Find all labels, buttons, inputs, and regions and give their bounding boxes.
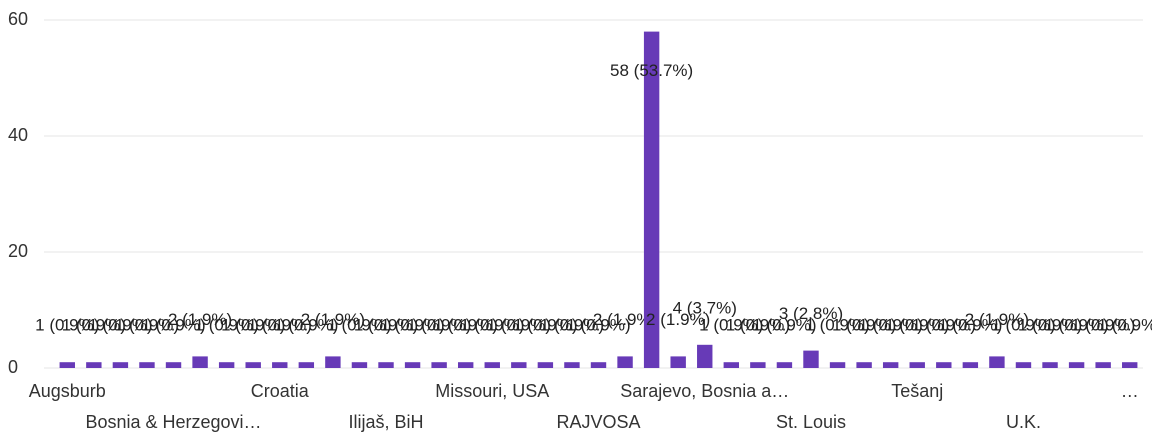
value-label: 1 (0.9%) <box>487 316 551 335</box>
bar <box>59 362 75 368</box>
bar <box>1095 362 1111 368</box>
bar <box>404 362 421 368</box>
bar <box>325 356 341 368</box>
value-label: 2 (1.9%) <box>593 310 657 329</box>
bar <box>856 362 872 368</box>
bar <box>882 362 899 368</box>
value-label: 1 (0.9%) <box>938 316 1002 335</box>
value-label: 1 (0.9%) <box>832 316 896 335</box>
bar <box>218 362 235 368</box>
y-tick-label: 0 <box>8 357 18 377</box>
bar <box>86 362 102 368</box>
bar <box>776 362 793 368</box>
bar <box>909 362 925 368</box>
bar <box>378 362 394 368</box>
bar <box>431 362 447 368</box>
value-label: 1 (0.9%) <box>912 316 976 335</box>
x-tick-label: Bosnia & Herzegovi… <box>85 412 261 432</box>
value-label: 1 (0.9%) <box>35 316 99 335</box>
x-tick-label: Tešanj <box>891 381 943 401</box>
value-label: 1 (0.9%) <box>699 316 763 335</box>
value-label: 1 (0.9%) <box>513 316 577 335</box>
value-label: 4 (3.7%) <box>673 298 737 317</box>
value-label: 1 (0.9%) <box>434 316 498 335</box>
bar <box>670 356 686 368</box>
value-label: 1 (0.9%) <box>62 316 126 335</box>
bar <box>590 362 607 368</box>
bar <box>1042 362 1058 368</box>
bar <box>723 362 740 368</box>
bar <box>803 350 819 368</box>
bar <box>1015 362 1032 368</box>
bar <box>351 362 368 368</box>
bar <box>989 356 1005 368</box>
value-label: 1 (0.9%) <box>248 316 312 335</box>
value-label: 1 (0.9%) <box>380 316 444 335</box>
bar <box>457 362 474 368</box>
value-label: 1 (0.9%) <box>460 316 524 335</box>
value-label: 2 (1.9%) <box>646 310 710 329</box>
value-label: 1 (0.9%) <box>859 316 923 335</box>
bar <box>829 362 846 368</box>
bar <box>272 362 288 368</box>
bar <box>643 31 660 368</box>
value-label: 1 (0.9%) <box>540 316 604 335</box>
value-label: 1 (0.9%) <box>115 316 179 335</box>
x-tick-label: Missouri, USA <box>435 381 549 401</box>
bar <box>511 362 527 368</box>
x-tick-label: St. Louis <box>776 412 846 432</box>
value-label: 1 (0.9%) <box>991 316 1055 335</box>
bar <box>165 362 182 368</box>
bar <box>962 362 979 368</box>
value-label: 1 (0.9%) <box>1098 316 1152 335</box>
bar <box>139 362 155 368</box>
value-label: 1 (0.9%) <box>1018 316 1082 335</box>
bar <box>298 362 315 368</box>
x-tick-label: … <box>1121 381 1139 401</box>
y-tick-label: 60 <box>8 9 28 29</box>
value-label: 1 (0.9%) <box>195 316 259 335</box>
value-label: 1 (0.9%) <box>726 316 790 335</box>
value-label: 1 (0.9%) <box>566 316 630 335</box>
x-tick-label: Croatia <box>251 381 310 401</box>
value-label: 2 (1.9%) <box>301 310 365 329</box>
x-tick-label: U.K. <box>1006 412 1041 432</box>
bar <box>484 362 500 368</box>
value-label: 1 (0.9%) <box>752 316 816 335</box>
value-label: 2 (1.9%) <box>168 310 232 329</box>
x-tick-label: Ilijaš, BiH <box>349 412 424 432</box>
bar <box>936 362 952 368</box>
bar <box>245 362 261 368</box>
value-label: 1 (0.9%) <box>1071 316 1135 335</box>
bar <box>1122 362 1138 368</box>
value-label: 2 (1.9%) <box>965 310 1029 329</box>
value-label: 3 (2.8%) <box>779 304 843 323</box>
bar <box>564 362 580 368</box>
value-label: 58 (53.7%) <box>610 61 693 80</box>
value-label: 1 (0.9%) <box>221 316 285 335</box>
value-label: 1 (0.9%) <box>88 316 152 335</box>
value-label: 1 (0.9%) <box>885 316 949 335</box>
value-label: 1 (0.9%) <box>327 316 391 335</box>
value-label: 1 (0.9%) <box>354 316 418 335</box>
bar <box>1068 362 1085 368</box>
y-tick-label: 20 <box>8 241 28 261</box>
x-tick-label: RAJVOSA <box>556 412 640 432</box>
bar <box>617 356 633 368</box>
value-label: 1 (0.9%) <box>407 316 471 335</box>
bar <box>537 362 554 368</box>
x-tick-label: Augsburb <box>29 381 106 401</box>
value-label: 1 (0.9%) <box>1044 316 1108 335</box>
value-label: 1 (0.9%) <box>141 316 205 335</box>
bar <box>697 344 713 368</box>
value-label: 1 (0.9%) <box>274 316 338 335</box>
value-label: 1 (0.9%) <box>805 316 869 335</box>
bar <box>750 362 766 368</box>
bar <box>192 356 208 368</box>
bar <box>112 362 129 368</box>
y-tick-label: 40 <box>8 125 28 145</box>
x-tick-label: Sarajevo, Bosnia a… <box>620 381 789 401</box>
